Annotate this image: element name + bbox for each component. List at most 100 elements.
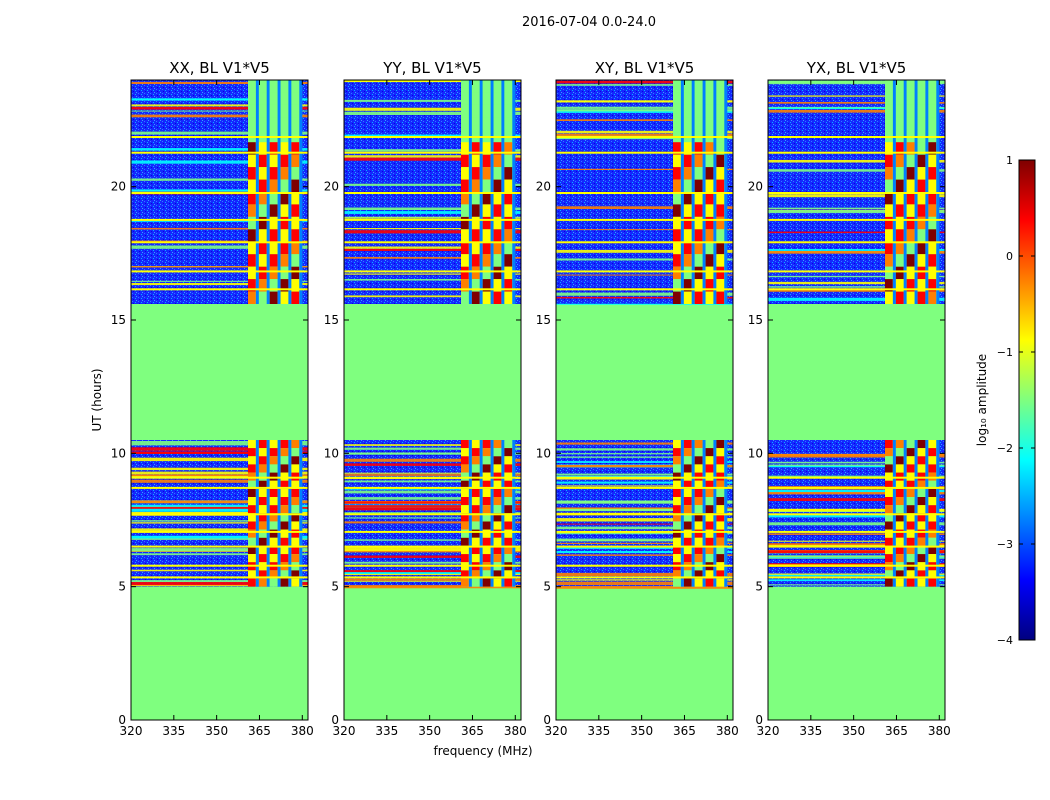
rfi-cell [482,464,491,473]
rfi-cell [291,179,300,192]
rfi-cell [504,80,513,93]
rfi-cell [280,216,289,230]
rfi-stripe [131,511,308,514]
rfi-cell [673,229,681,242]
rfi-cell [248,279,256,292]
rfi-stripe [131,283,308,286]
rfi-cell [493,142,502,155]
bright-stripe [344,241,521,244]
rfi-stripe [131,582,308,586]
rfi-cell [885,179,893,192]
rfi-cell [705,167,714,180]
rfi-cell [493,570,502,579]
rfi-cell [280,529,289,538]
rfi-cell [493,537,502,546]
rfi-stripe [344,548,521,552]
rfi-cell [504,142,513,155]
rfi-cell [895,529,904,538]
bright-stripe [556,576,733,579]
rfi-cell [248,142,256,155]
rfi-stripe [344,463,521,466]
rfi-cell [705,448,714,457]
rfi-cell [291,513,300,522]
rfi-cell [258,80,267,93]
rfi-cell [482,456,491,465]
rfi-cell [291,488,300,497]
rfi-cell [694,464,703,473]
rfi-stripe [131,504,308,509]
rfi-cell [885,570,893,579]
rfi-cell [917,179,926,192]
rfi-cell [258,167,267,180]
rfi-cell [291,167,300,180]
rfi-cell [928,241,937,255]
rfi-stripe [556,206,733,209]
rfi-cell [694,537,703,546]
rfi-cell [917,448,926,457]
rfi-cell [461,154,469,168]
rfi-stripe [344,257,521,259]
rfi-stripe [131,280,308,282]
rfi-cell [716,154,725,168]
x-tick-label: 335 [375,724,398,738]
rfi-cell [895,464,904,473]
rfi-stripe [344,447,521,450]
rfi-cell [673,179,681,192]
rfi-cell [705,505,714,514]
rfi-cell [906,537,915,546]
rfi-cell [673,456,681,465]
rfi-cell [705,488,714,497]
x-tick-label: 380 [928,724,951,738]
rfi-cell [716,513,725,522]
bright-stripe [344,545,521,548]
rfi-cell [683,505,692,514]
rfi-cell [258,216,267,230]
rfi-cell [280,497,289,506]
rfi-cell [885,497,893,506]
rfi-cell [673,142,681,155]
rfi-cell [461,204,469,217]
rfi-cell [694,179,703,192]
rfi-cell [694,570,703,579]
rfi-cell [504,279,513,292]
rfi-cell [291,497,300,506]
rfi-cell [269,266,278,280]
rfi-cell [716,521,725,530]
rfi-stripe [131,536,308,539]
rfi-stripe [131,178,308,181]
rfi-stripe [768,461,945,464]
rfi-stripe [131,190,308,193]
rfi-cell [504,92,513,105]
rfi-cell [269,440,278,449]
rfi-cell [461,554,469,563]
rfi-cell [895,448,904,457]
rfi-stripe [344,585,521,589]
rfi-cell [683,104,692,118]
rfi-cell [482,497,491,506]
rfi-cell [248,472,256,481]
rfi-cell [493,192,502,205]
rfi-cell [461,521,469,530]
bright-stripe [556,151,733,154]
rfi-cell [917,167,926,180]
rfi-cell [683,80,692,93]
rfi-cell [885,241,893,255]
rfi-cell [683,472,692,481]
rfi-cell [673,497,681,506]
rfi-stripe [768,522,945,526]
rfi-cell [885,537,893,546]
bright-stripe [131,241,308,244]
rfi-cell [694,142,703,155]
rfi-stripe [556,168,733,170]
bright-stripe [768,486,945,489]
rfi-cell [705,497,714,506]
rfi-stripe [556,461,733,463]
rfi-cell [248,154,256,168]
bright-stripe [768,192,945,194]
rfi-cell [471,266,480,280]
rfi-cell [493,545,502,554]
rfi-cell [280,505,289,514]
rfi-stripe [556,546,733,549]
rfi-stripe [768,557,945,559]
rfi-stripe [344,134,521,137]
